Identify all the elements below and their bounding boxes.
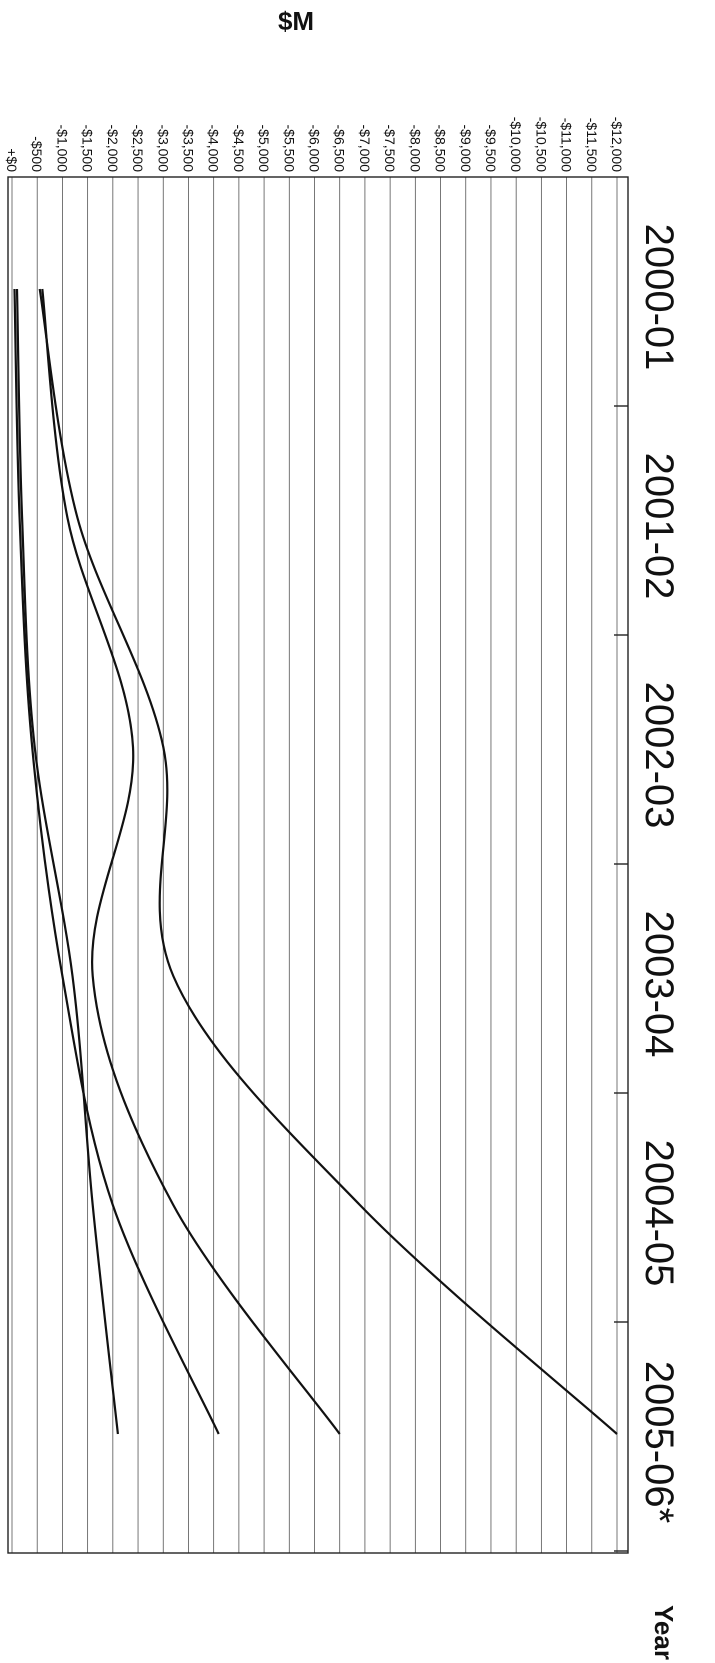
series-line-1: [38, 288, 618, 1435]
value-tick-label: -$12,000: [609, 117, 625, 172]
series-line-3: [13, 288, 220, 1435]
value-tick-label: -$3,000: [155, 125, 171, 173]
year-tick-label: 2002-03: [637, 682, 681, 829]
year-tick-label: 2003-04: [637, 911, 681, 1058]
value-tick-label: -$7,000: [357, 125, 373, 173]
value-axis-title: $M: [278, 6, 314, 36]
value-tick-label: -$9,500: [483, 125, 499, 173]
value-tick-label: -$6,500: [332, 125, 348, 173]
value-tick-label: -$2,500: [130, 125, 146, 173]
value-tick-label: -$6,000: [307, 125, 323, 173]
value-tick-label: -$8,000: [407, 125, 423, 173]
year-tick-label: 2001-02: [637, 453, 681, 600]
value-tick-label: -$500: [29, 136, 45, 172]
year-axis-title: Year: [649, 1605, 679, 1660]
value-tick-label: -$11,000: [559, 118, 575, 172]
series-line-4: [15, 288, 119, 1435]
value-tick-label: -$9,000: [458, 125, 474, 173]
value-tick-label: -$2,000: [105, 125, 121, 173]
value-tick-label: -$4,500: [231, 125, 247, 173]
value-tick-label: -$1,500: [80, 125, 96, 173]
series-line-2: [41, 288, 341, 1435]
year-tick-labels: 2000-01 2001-02 2002-03 2003-04 2004-05 2005-…: [637, 224, 681, 1524]
value-tick-label: -$7,500: [382, 125, 398, 173]
plot-frame: [7, 176, 629, 1554]
year-tick-label: 2005-06*: [637, 1361, 681, 1523]
series-lines: [13, 288, 618, 1435]
value-tick-label: -$3,500: [180, 125, 196, 173]
value-tick-label: -$5,500: [281, 125, 297, 173]
value-tick-label: -$11,500: [584, 118, 600, 172]
value-tick-label: -$1,000: [54, 125, 70, 173]
grid: [11, 177, 618, 1553]
value-tick-label: -$8,500: [433, 125, 449, 173]
value-tick-label: -$10,500: [533, 117, 549, 172]
value-tick-labels: +$0 -$500 -$1,000 -$1,500 -$2,000 -$2,500 -$3,…: [4, 117, 625, 172]
value-tick-label: -$10,000: [508, 117, 524, 172]
plot-border: [7, 176, 629, 1554]
value-tick-label: +$0: [4, 148, 20, 172]
year-tick-label: 2000-01: [637, 224, 681, 371]
value-tick-label: -$4,000: [206, 125, 222, 173]
year-tick-label: 2004-05: [637, 1140, 681, 1287]
value-tick-label: -$5,000: [256, 125, 272, 173]
